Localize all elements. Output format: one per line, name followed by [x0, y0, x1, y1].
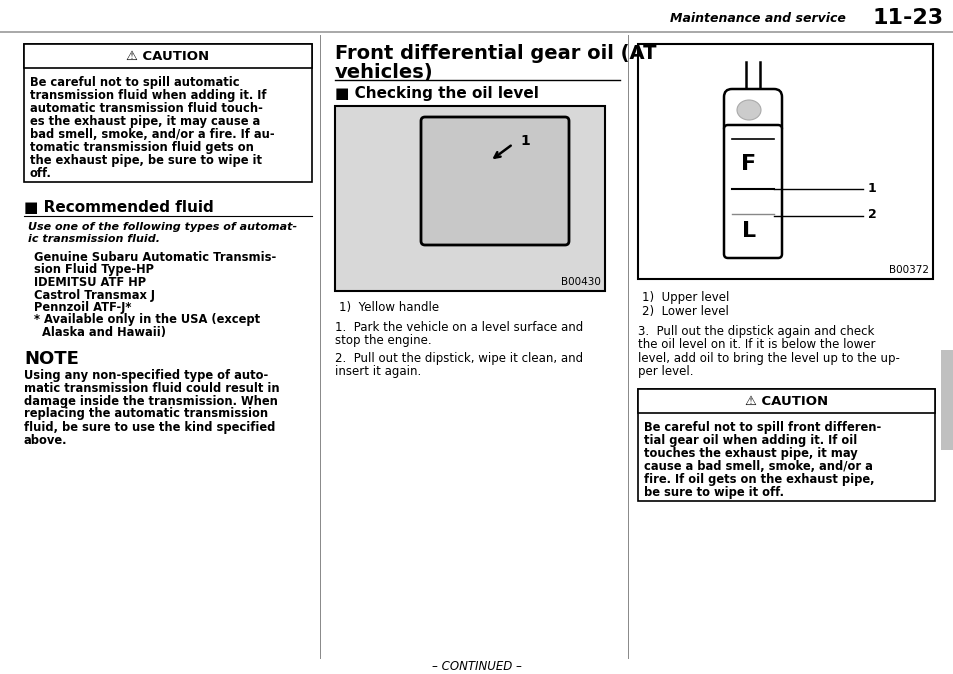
Text: Pennzoil ATF-J*: Pennzoil ATF-J* — [34, 301, 132, 314]
FancyBboxPatch shape — [723, 89, 781, 135]
Text: Using any non-specified type of auto-: Using any non-specified type of auto- — [24, 369, 268, 381]
Bar — [638, 389, 934, 501]
Text: 1.  Park the vehicle on a level surface and: 1. Park the vehicle on a level surface a… — [335, 321, 582, 334]
Bar — [24, 44, 312, 182]
Bar — [335, 106, 604, 291]
Text: replacing the automatic transmission: replacing the automatic transmission — [24, 408, 268, 421]
Text: 11-23: 11-23 — [872, 8, 943, 28]
Text: F: F — [740, 154, 756, 174]
Text: B00372: B00372 — [888, 265, 928, 275]
Text: Alaska and Hawaii): Alaska and Hawaii) — [34, 326, 166, 339]
Text: 2)  Lower level: 2) Lower level — [641, 305, 728, 318]
Text: ic transmission fluid.: ic transmission fluid. — [28, 235, 160, 245]
Text: touches the exhaust pipe, it may: touches the exhaust pipe, it may — [643, 447, 857, 460]
Text: transmission fluid when adding it. If: transmission fluid when adding it. If — [30, 89, 266, 102]
Text: cause a bad smell, smoke, and/or a: cause a bad smell, smoke, and/or a — [643, 460, 872, 473]
Text: ■ Checking the oil level: ■ Checking the oil level — [335, 86, 538, 101]
Text: es the exhaust pipe, it may cause a: es the exhaust pipe, it may cause a — [30, 115, 260, 128]
Text: ⚠ CAUTION: ⚠ CAUTION — [127, 49, 210, 63]
Text: be sure to wipe it off.: be sure to wipe it off. — [643, 486, 783, 499]
Text: 2: 2 — [867, 208, 876, 222]
Text: above.: above. — [24, 433, 68, 446]
Text: tomatic transmission fluid gets on: tomatic transmission fluid gets on — [30, 141, 253, 154]
Text: 1)  Yellow handle: 1) Yellow handle — [338, 301, 438, 314]
Text: Castrol Transmax J: Castrol Transmax J — [34, 288, 154, 301]
Text: IDEMITSU ATF HP: IDEMITSU ATF HP — [34, 276, 146, 289]
Text: the exhaust pipe, be sure to wipe it: the exhaust pipe, be sure to wipe it — [30, 154, 262, 167]
Text: per level.: per level. — [638, 365, 693, 379]
Bar — [638, 44, 932, 279]
Text: 3.  Pull out the dipstick again and check: 3. Pull out the dipstick again and check — [638, 325, 874, 338]
Text: tial gear oil when adding it. If oil: tial gear oil when adding it. If oil — [643, 434, 857, 447]
Text: B00430: B00430 — [560, 277, 600, 287]
Text: Be careful not to spill front differen-: Be careful not to spill front differen- — [643, 421, 881, 434]
Text: fire. If oil gets on the exhaust pipe,: fire. If oil gets on the exhaust pipe, — [643, 473, 874, 486]
Text: Be careful not to spill automatic: Be careful not to spill automatic — [30, 76, 239, 89]
Text: damage inside the transmission. When: damage inside the transmission. When — [24, 394, 277, 408]
Text: 1: 1 — [867, 181, 876, 195]
Text: vehicles): vehicles) — [335, 63, 434, 82]
Ellipse shape — [737, 100, 760, 120]
Text: the oil level on it. If it is below the lower: the oil level on it. If it is below the … — [638, 338, 875, 352]
Text: L: L — [741, 221, 756, 241]
Text: ⚠ CAUTION: ⚠ CAUTION — [744, 394, 827, 408]
Text: – CONTINUED –: – CONTINUED – — [432, 660, 521, 673]
Text: 1: 1 — [519, 134, 529, 148]
Text: * Available only in the USA (except: * Available only in the USA (except — [34, 313, 260, 326]
Text: Front differential gear oil (AT: Front differential gear oil (AT — [335, 44, 656, 63]
Bar — [24, 44, 312, 68]
Text: NOTE: NOTE — [24, 350, 79, 369]
Text: Genuine Subaru Automatic Transmis-: Genuine Subaru Automatic Transmis- — [34, 251, 276, 264]
Text: ■ Recommended fluid: ■ Recommended fluid — [24, 200, 213, 215]
Text: stop the engine.: stop the engine. — [335, 334, 431, 347]
FancyBboxPatch shape — [723, 125, 781, 258]
Text: insert it again.: insert it again. — [335, 365, 421, 378]
Bar — [638, 389, 934, 413]
Text: sion Fluid Type-HP: sion Fluid Type-HP — [34, 264, 153, 276]
Text: 2.  Pull out the dipstick, wipe it clean, and: 2. Pull out the dipstick, wipe it clean,… — [335, 352, 582, 365]
Text: level, add oil to bring the level up to the up-: level, add oil to bring the level up to … — [638, 352, 899, 365]
Text: automatic transmission fluid touch-: automatic transmission fluid touch- — [30, 102, 263, 115]
Text: Use one of the following types of automat-: Use one of the following types of automa… — [28, 222, 296, 232]
Text: 1)  Upper level: 1) Upper level — [641, 291, 729, 304]
Bar — [940, 350, 953, 450]
Text: matic transmission fluid could result in: matic transmission fluid could result in — [24, 381, 279, 394]
Text: Maintenance and service: Maintenance and service — [669, 11, 849, 24]
Text: off.: off. — [30, 167, 51, 180]
Text: bad smell, smoke, and/or a fire. If au-: bad smell, smoke, and/or a fire. If au- — [30, 128, 274, 141]
FancyBboxPatch shape — [420, 117, 568, 245]
Text: fluid, be sure to use the kind specified: fluid, be sure to use the kind specified — [24, 421, 275, 433]
